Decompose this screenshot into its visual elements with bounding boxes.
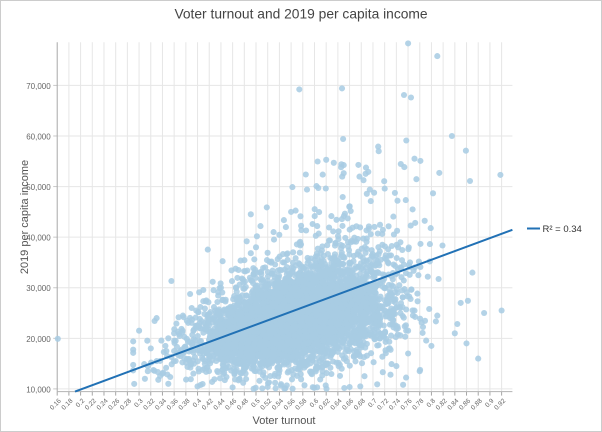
svg-text:Voter turnout and 2019 per cap: Voter turnout and 2019 per capita income [174,7,427,22]
